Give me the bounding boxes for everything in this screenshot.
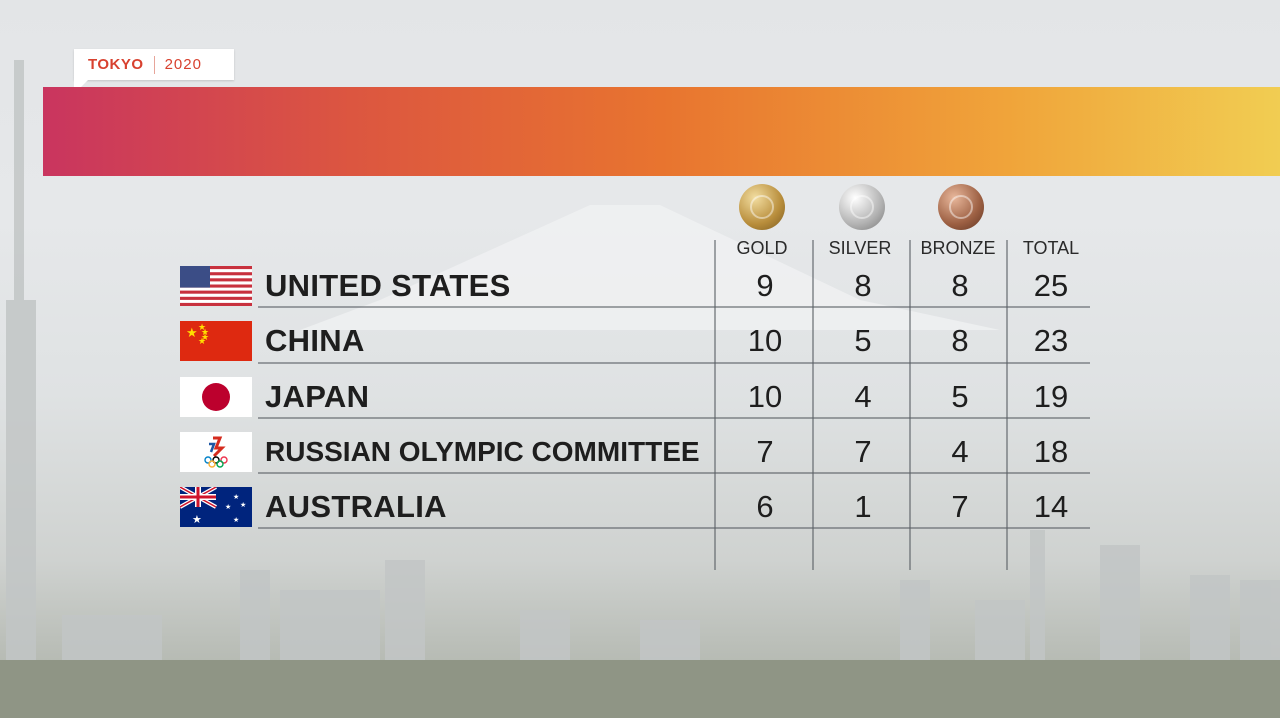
table-row: UNITED STATES 9 8 8 25 [180,266,1090,318]
silver-count: 5 [854,323,872,358]
bronze-count: 4 [951,434,969,469]
row-divider [258,306,1090,308]
country-name: RUSSIAN OLYMPIC COMMITTEE [265,436,700,467]
gold-count: 10 [747,379,783,414]
column-header-gold: GOLD [736,238,788,258]
row-divider [258,472,1090,474]
silver-medal-icon [839,184,885,230]
table-row: JAPAN 10 4 5 19 [180,377,1090,429]
column-header-total: TOTAL [1022,238,1080,258]
svg-text:★: ★ [192,513,202,526]
gold-count: 9 [756,268,774,303]
svg-text:★: ★ [198,323,206,333]
svg-text:★: ★ [233,516,239,524]
silver-count: 7 [854,434,872,469]
silver-count: 1 [854,489,872,524]
logo-city: TOKYO [88,56,144,73]
gold-count: 6 [756,489,774,524]
table-row: ★ ★ ★ ★ ★ AUSTRALIA 6 1 7 14 [180,487,1090,539]
row-divider [258,417,1090,419]
column-header-silver: SILVER [828,238,892,258]
country-name: CHINA [265,323,365,358]
header-banner [43,87,1280,176]
roc-flag-icon [180,432,252,472]
gold-count: 10 [747,323,783,358]
bronze-medal-icon [938,184,984,230]
column-divider [812,240,814,570]
svg-text:★: ★ [240,501,246,509]
silver-count: 8 [854,268,872,303]
row-divider [258,527,1090,529]
column-header-bronze: BRONZE [920,238,996,258]
tokyo-2020-logo: TOKYO 2020 [74,49,234,94]
row-divider [258,362,1090,364]
svg-text:★: ★ [198,337,206,347]
logo-separator [153,55,155,74]
svg-text:★: ★ [201,333,209,343]
country-name: UNITED STATES [265,268,511,303]
total-count: 19 [1033,379,1069,414]
gold-count: 7 [756,434,774,469]
usa-flag-icon [180,266,252,306]
bronze-count: 8 [951,323,969,358]
total-count: 18 [1033,434,1069,469]
total-count: 14 [1033,489,1069,524]
bronze-count: 8 [951,268,969,303]
country-name: JAPAN [265,379,370,414]
japan-flag-icon [180,377,252,417]
total-count: 25 [1033,268,1069,303]
bronze-count: 5 [951,379,969,414]
table-row: ★ ★ ★ ★ ★ CHINA 10 5 8 23 [180,321,1090,373]
gold-medal-icon [739,184,785,230]
china-flag-icon: ★ ★★ ★★ [180,321,252,361]
country-name: AUSTRALIA [265,489,447,524]
svg-text:★: ★ [233,493,239,501]
svg-text:★: ★ [225,503,231,511]
total-count: 23 [1033,323,1069,358]
bronze-count: 7 [951,489,969,524]
column-divider [909,240,911,570]
column-divider [714,240,716,570]
column-divider [1006,240,1008,570]
australia-flag-icon: ★ ★ ★ ★ ★ [180,487,252,527]
svg-text:★: ★ [186,326,198,341]
table-row: RUSSIAN OLYMPIC COMMITTEE 7 7 4 18 [180,432,1090,484]
svg-text:★: ★ [201,328,209,338]
logo-year: 2020 [164,56,202,73]
silver-count: 4 [854,379,872,414]
